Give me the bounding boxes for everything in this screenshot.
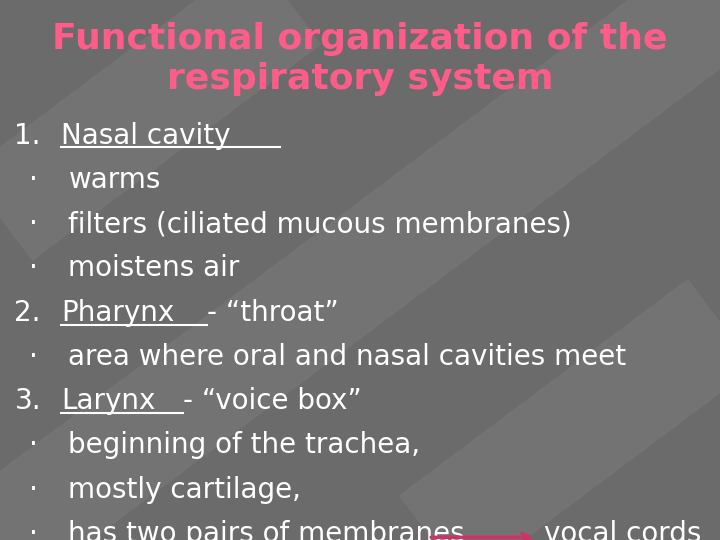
Text: Functional organization of the: Functional organization of the xyxy=(53,22,667,56)
Text: ·: · xyxy=(29,476,37,504)
Text: - “voice box”: - “voice box” xyxy=(183,387,361,415)
Text: Pharynx: Pharynx xyxy=(61,299,174,327)
Text: ·: · xyxy=(29,520,37,540)
Text: ·: · xyxy=(29,166,37,194)
Text: respiratory system: respiratory system xyxy=(167,62,553,96)
Text: has two pairs of membranes: has two pairs of membranes xyxy=(68,520,465,540)
Text: warms: warms xyxy=(68,166,161,194)
Text: vocal cords: vocal cords xyxy=(544,520,701,540)
Text: ·: · xyxy=(29,343,37,371)
Text: ·: · xyxy=(29,431,37,460)
Text: moistens air: moistens air xyxy=(68,254,240,282)
Text: filters (ciliated mucous membranes): filters (ciliated mucous membranes) xyxy=(68,210,572,238)
Text: 1.: 1. xyxy=(14,122,41,150)
Text: mostly cartilage,: mostly cartilage, xyxy=(68,476,302,504)
Text: Larynx: Larynx xyxy=(61,387,156,415)
Text: 3.: 3. xyxy=(14,387,41,415)
Text: ·: · xyxy=(29,254,37,282)
Text: - “throat”: - “throat” xyxy=(207,299,339,327)
Text: ·: · xyxy=(29,210,37,238)
Text: area where oral and nasal cavities meet: area where oral and nasal cavities meet xyxy=(68,343,626,371)
Text: Nasal cavity: Nasal cavity xyxy=(61,122,230,150)
Text: 2.: 2. xyxy=(14,299,41,327)
Text: beginning of the trachea,: beginning of the trachea, xyxy=(68,431,420,460)
